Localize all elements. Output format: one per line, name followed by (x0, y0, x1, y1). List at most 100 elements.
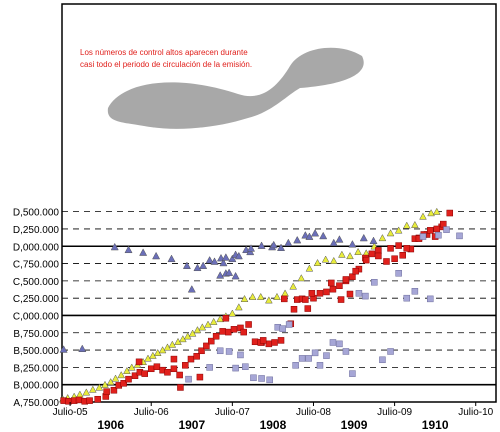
triangle-point (95, 383, 104, 391)
square-point (216, 347, 224, 355)
square-point (302, 296, 309, 303)
y-tick-label: C,000.000 (13, 311, 60, 322)
square-point (328, 279, 335, 287)
triangle-point (210, 257, 219, 265)
square-point (399, 252, 406, 259)
gridlines (62, 211, 496, 386)
square-point (135, 358, 143, 366)
plot-background (61, 3, 497, 403)
y-tick-label: C,250.000 (13, 294, 60, 305)
triangle-point (89, 385, 97, 393)
square-point (387, 348, 394, 355)
square-point (379, 356, 386, 364)
y-tick-label: C,750.000 (13, 260, 60, 271)
square-point (305, 355, 312, 362)
square-point (258, 375, 265, 382)
series-5 (185, 226, 463, 384)
square-point (352, 267, 359, 275)
square-point (271, 339, 278, 346)
triangle-point (209, 317, 218, 325)
high-control-number-shaded-band (107, 47, 364, 129)
triangle-point (205, 255, 214, 264)
square-point (170, 365, 178, 373)
square-point (308, 290, 316, 297)
triangle-point (313, 258, 322, 267)
square-point (164, 368, 171, 376)
triangle-point (221, 253, 230, 261)
square-point (206, 364, 213, 371)
square-point (245, 321, 252, 328)
square-point (433, 225, 441, 233)
square-point (170, 355, 178, 363)
square-point (337, 296, 345, 303)
square-point (120, 380, 127, 387)
y-tick-label: B,000.000 (13, 381, 59, 392)
annotation-line-1: Los números de control altos aparecen du… (80, 48, 248, 57)
y-tick-label: B,500.000 (13, 346, 59, 357)
triangle-point (204, 320, 212, 328)
data-points (58, 207, 463, 405)
x-tick-label: Julio-08 (296, 407, 331, 418)
y-tick-label: D,250.000 (13, 225, 60, 236)
year-label: 1910 (422, 418, 449, 432)
square-point (304, 305, 312, 312)
triangle-point (348, 240, 357, 248)
square-point (368, 250, 376, 258)
triangle-point (346, 252, 354, 260)
triangle-point (168, 340, 177, 348)
triangle-point (359, 233, 368, 242)
triangle-point (127, 363, 136, 371)
square-point (427, 227, 434, 234)
square-point (203, 342, 210, 350)
square-point (265, 340, 273, 348)
triangle-point (369, 236, 378, 245)
x-tick-label: Julio-09 (377, 407, 412, 418)
square-point (375, 247, 382, 254)
triangle-point (297, 274, 306, 282)
triangle-point (188, 329, 197, 337)
plot-area (61, 3, 497, 403)
x-tick-label: Julio-10 (458, 407, 493, 418)
triangle-point (152, 251, 161, 260)
triangle-point (59, 345, 68, 353)
year-label: 1907 (178, 418, 205, 432)
square-point (131, 372, 139, 379)
square-point (342, 276, 350, 283)
square-point (176, 371, 183, 379)
square-point (346, 290, 354, 298)
square-point (336, 282, 343, 289)
triangle-point (199, 261, 208, 269)
square-point (311, 349, 319, 357)
square-point (125, 375, 132, 383)
y-tick-label: B,250.000 (13, 363, 59, 374)
series-2 (187, 268, 240, 293)
square-point (391, 255, 398, 262)
triangle-point (338, 250, 346, 258)
square-point (94, 395, 101, 403)
triangle-point (378, 234, 387, 242)
square-point (371, 279, 378, 286)
square-point (440, 220, 447, 228)
triangle-point (101, 380, 109, 388)
triangle-point (110, 242, 119, 251)
square-point (419, 233, 427, 240)
square-point (316, 290, 324, 297)
square-point (208, 337, 215, 345)
square-point (193, 353, 200, 360)
triangle-point (319, 231, 328, 240)
triangle-point (354, 247, 362, 255)
triangle-point (219, 258, 228, 267)
triangle-point (394, 226, 403, 234)
square-point (395, 270, 402, 277)
triangle-point (386, 229, 395, 237)
square-point (86, 397, 93, 404)
square-point (225, 328, 232, 336)
triangle-point (419, 212, 427, 220)
triangle-point (321, 255, 330, 263)
square-point (411, 288, 419, 295)
triangle-point (106, 378, 115, 386)
triangle-point (225, 268, 234, 276)
square-point (362, 256, 370, 264)
triangle-point (329, 256, 338, 264)
